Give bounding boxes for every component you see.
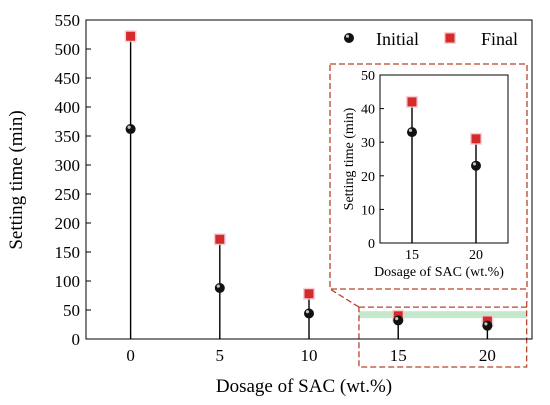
x-axis-title: Dosage of SAC (wt.%) [216, 376, 392, 397]
initial-marker-highlight [216, 284, 220, 288]
inset-y-tick-label: 30 [361, 136, 375, 151]
x-tick-label: 15 [390, 346, 407, 365]
initial-marker-highlight [305, 310, 310, 314]
y-tick-label: 250 [55, 185, 81, 204]
inset-x-tick-label: 20 [469, 248, 483, 263]
legend-initial-label: Initial [376, 29, 419, 49]
legend: Initial Final [344, 29, 518, 49]
final-marker [126, 31, 136, 41]
inset-x-tick-label: 15 [405, 248, 419, 263]
y-tick-label: 500 [55, 40, 81, 59]
legend-initial-marker [344, 33, 354, 43]
initial-marker [482, 320, 493, 331]
inset-y-tick-label: 20 [361, 170, 375, 185]
y-axis-title: Setting time (min) [6, 110, 27, 249]
y-tick-label: 400 [55, 98, 81, 117]
zoom-region-box [358, 306, 528, 368]
x-tick-label: 5 [216, 346, 225, 365]
zoom-indicator [329, 288, 528, 368]
inset-final-marker [407, 97, 417, 107]
initial-marker-highlight [127, 125, 131, 129]
inset-initial-marker [471, 160, 481, 171]
inset-final-marker [471, 134, 481, 144]
x-tick-label: 10 [301, 346, 318, 365]
y-tick-label: 450 [55, 69, 81, 88]
initial-marker-highlight [395, 317, 399, 321]
inset-plot-frame [379, 74, 509, 244]
zoom-highlight-band [358, 311, 527, 319]
zoom-connector-left [329, 288, 360, 308]
final-marker [215, 234, 225, 244]
final-marker [304, 289, 314, 299]
legend-final-marker [445, 33, 455, 43]
y-tick-label: 0 [72, 330, 81, 349]
inset-y-tick-label: 10 [361, 203, 375, 218]
y-tick-label: 300 [55, 156, 81, 175]
y-tick-label: 100 [55, 272, 81, 291]
inset-plot: 0 10 20 30 40 50 15 20 Dosage of SAC (wt.%) Setti… [329, 63, 528, 290]
inset-y-tick-label: 0 [368, 237, 375, 252]
inset-initial-marker [407, 127, 417, 138]
x-tick-label: 20 [479, 346, 496, 365]
initial-marker-highlight [484, 322, 488, 326]
inset-x-axis-title: Dosage of SAC (wt.%) [374, 265, 504, 280]
y-tick-label: 200 [55, 214, 81, 233]
y-tick-label: 550 [55, 11, 81, 30]
legend-final-label: Final [481, 29, 518, 49]
inset-initial-marker-highlight [472, 162, 477, 166]
initial-marker [304, 308, 314, 319]
y-tick-label: 150 [55, 243, 81, 262]
y-tick-label: 50 [63, 301, 80, 320]
x-tick-label: 0 [126, 346, 135, 365]
inset-y-tick-label: 40 [361, 103, 375, 118]
initial-marker [393, 315, 404, 326]
legend-initial-marker-highlight [345, 34, 350, 38]
y-tick-label: 350 [55, 127, 81, 146]
inset-y-tick-label: 50 [361, 69, 375, 84]
inset-initial-marker-highlight [408, 128, 413, 132]
inset-frame [329, 63, 528, 290]
inset-y-axis-title: Setting time (min) [342, 107, 357, 210]
initial-marker [125, 124, 136, 135]
initial-marker [214, 282, 225, 293]
